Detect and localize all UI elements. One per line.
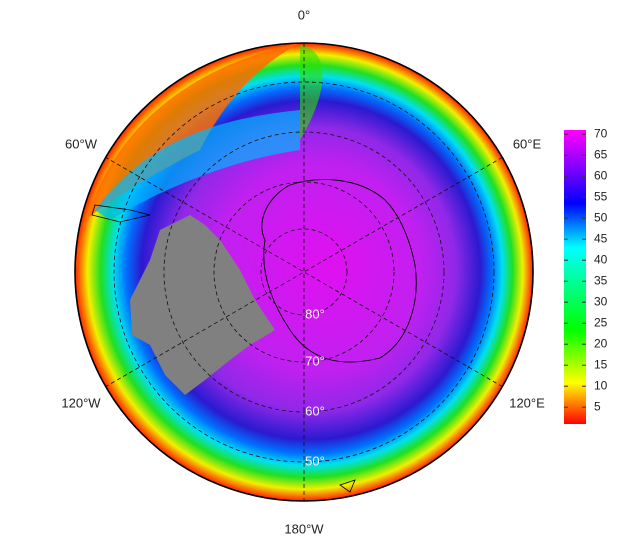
colorbar [564, 130, 586, 424]
longitude-label: 120°E [509, 395, 545, 410]
latitude-label: 50° [305, 453, 325, 468]
latitude-label: 80° [305, 306, 325, 321]
graticule [104, 43, 504, 501]
colorbar-tick-label: 20 [594, 336, 608, 350]
colorbar-tick-label: 40 [594, 252, 608, 266]
longitude-label: 60°W [65, 136, 98, 151]
map-boundary [74, 42, 534, 502]
latitude-label: 60° [305, 403, 325, 418]
colorbar-tick-label: 30 [594, 294, 608, 308]
colorbar-tick-label: 45 [594, 231, 608, 245]
longitude-label: 60°E [513, 136, 542, 151]
colorbar-tick-label: 50 [594, 210, 608, 224]
longitude-label: 120°W [61, 395, 101, 410]
colorbar-tick-label: 5 [594, 399, 601, 413]
colorbar-tick-label: 15 [594, 357, 608, 371]
colorbar-tick-label: 55 [594, 189, 608, 203]
colorbar-tick-label: 60 [594, 168, 608, 182]
field [75, 43, 533, 501]
longitude-label: 0° [298, 7, 310, 22]
latitude-label: 70° [305, 353, 325, 368]
colorbar-tick-label: 70 [594, 126, 608, 140]
colorbar-tick-label: 25 [594, 315, 608, 329]
colorbar-tick-label: 35 [594, 273, 608, 287]
longitude-label: 180°W [284, 521, 324, 536]
colorbar-tick-label: 65 [594, 147, 608, 161]
colorbar-tick-label: 10 [594, 378, 608, 392]
